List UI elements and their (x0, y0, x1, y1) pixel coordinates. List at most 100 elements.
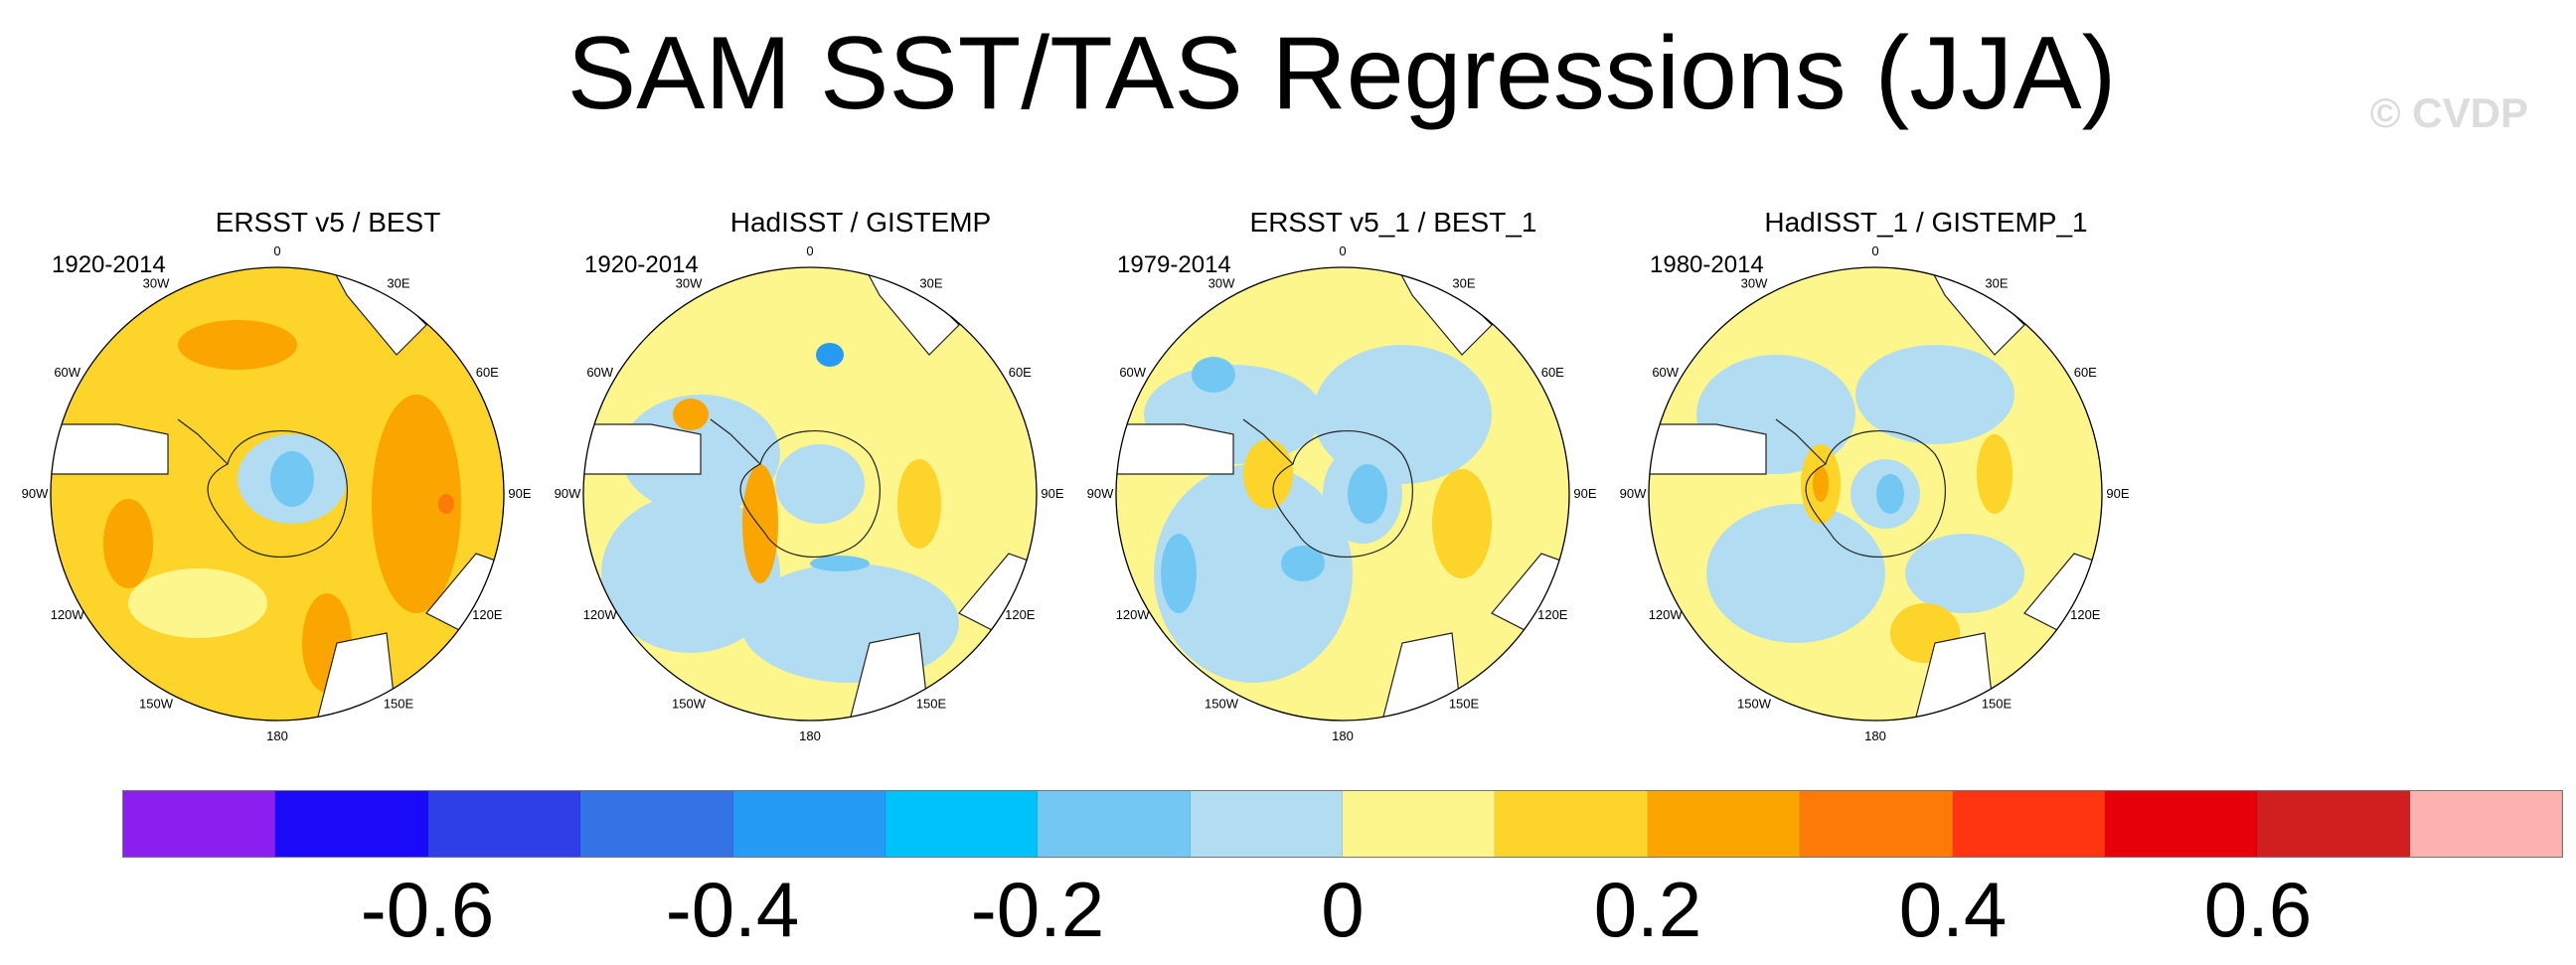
longitude-label: 0 (1871, 243, 1878, 258)
contour-region (1161, 534, 1197, 613)
contour-region (1192, 357, 1235, 393)
contour-region (1813, 466, 1829, 502)
longitude-label: 120W (583, 607, 618, 622)
longitude-label: 30E (1452, 276, 1475, 291)
longitude-label: 120W (1116, 607, 1151, 622)
land-mass (51, 423, 169, 475)
contour-region (1855, 345, 2014, 444)
longitude-label: 30W (1208, 276, 1235, 291)
longitude-label: 30W (1741, 276, 1768, 291)
longitude-label: 60E (476, 365, 499, 380)
contour-region (1706, 504, 1885, 643)
longitude-label: 0 (806, 243, 813, 258)
contour-region (103, 499, 153, 588)
colorbar-cell (1038, 791, 1191, 857)
longitude-label: 180 (266, 728, 288, 743)
colorbar-cell (1495, 791, 1648, 857)
map-border (50, 266, 505, 722)
longitude-label: 30E (919, 276, 942, 291)
polar-map: 0 30E 60E 90E 120E 150E 180 150W 120W 90W 60W 30W (1087, 243, 1597, 743)
longitude-label: 60W (1119, 365, 1146, 380)
colorbar-tick-label: 0.4 (1898, 866, 2008, 953)
colorbar-cell (2409, 791, 2562, 857)
panel-title: ERSST v5_1 / BEST_1 (1249, 207, 1537, 238)
longitude-label: 90E (2106, 486, 2129, 501)
land-mass (1116, 423, 1234, 475)
antarctica-coastline (739, 430, 881, 559)
longitude-label: 150W (672, 696, 707, 711)
longitude-label: 60E (1009, 365, 1032, 380)
longitude-label: 90E (508, 486, 531, 501)
contour-region (673, 399, 709, 430)
longitude-label: 180 (1864, 728, 1886, 743)
longitude-label: 150W (1205, 696, 1239, 711)
colorbar-cell (1800, 791, 1953, 857)
contour-region (1977, 434, 2012, 514)
colorbar-cell (427, 791, 581, 857)
longitude-label: 150W (139, 696, 174, 711)
longitude-label: 120W (51, 607, 85, 622)
contour-region (372, 395, 461, 613)
figure-title: SAM SST/TAS Regressions (JJA) (566, 16, 2117, 131)
longitude-label: 150E (916, 696, 947, 711)
colorbar-cell (1190, 791, 1343, 857)
longitude-label: 60W (586, 365, 613, 380)
colorbar-cell (732, 791, 886, 857)
longitude-label: 150E (1982, 696, 2012, 711)
longitude-label: 0 (273, 243, 280, 258)
colorbar-cell (2104, 791, 2258, 857)
colorbar-tick-label: 0.6 (2203, 866, 2313, 953)
polar-map: 0 30E 60E 90E 120E 150E 180 150W 120W 90W 60W 30W (1620, 243, 2130, 743)
colorbar-cell (1343, 791, 1496, 857)
longitude-label: 90E (1041, 486, 1063, 501)
map-border (582, 266, 1038, 722)
longitude-label: 150E (1449, 696, 1480, 711)
antarctica-coastline (207, 430, 348, 559)
colorbar (122, 790, 2563, 858)
longitude-label: 30E (387, 276, 409, 291)
contour-region (128, 568, 267, 638)
contour-region (270, 451, 314, 507)
contour-region (1905, 534, 2024, 613)
contour-region (438, 494, 454, 514)
colorbar-cell (275, 791, 428, 857)
contour-region (1281, 546, 1325, 581)
panel-title: ERSST v5 / BEST (215, 207, 441, 238)
panel-period: 1920-2014 (584, 251, 699, 278)
longitude-label: 30E (1985, 276, 2008, 291)
contour-region (816, 343, 844, 367)
contour-region (1154, 464, 1353, 683)
map-border (1648, 266, 2103, 722)
longitude-label: 30W (143, 276, 170, 291)
longitude-label: 120E (2070, 607, 2101, 622)
longitude-label: 150E (384, 696, 414, 711)
longitude-label: 150W (1737, 696, 1772, 711)
longitude-label: 120E (1537, 607, 1568, 622)
longitude-label: 120E (472, 607, 503, 622)
longitude-label: 180 (1332, 728, 1354, 743)
contour-region (1348, 464, 1387, 524)
cvdp-watermark: © CVDP (2369, 89, 2528, 136)
map-panel: HadISST / GISTEMP 1920-2014 0 30E 60E 90E 120E… (555, 199, 1109, 755)
longitude-label: 120E (1005, 607, 1036, 622)
longitude-label: 90W (22, 486, 49, 501)
colorbar-cell (2257, 791, 2410, 857)
longitude-label: 30W (676, 276, 703, 291)
colorbar-cell (123, 791, 276, 857)
contour-region (775, 444, 865, 524)
panel-period: 1920-2014 (52, 251, 166, 278)
contour-region (1432, 469, 1492, 578)
land-mass (1649, 423, 1767, 475)
contour-region (810, 556, 870, 571)
map-panel: ERSST v5_1 / BEST_1 1979-2014 0 30E 60E 90E 12… (1087, 199, 1642, 755)
map-border (1115, 266, 1570, 722)
colorbar-cell (1952, 791, 2105, 857)
longitude-label: 120W (1649, 607, 1684, 622)
longitude-label: 0 (1339, 243, 1346, 258)
longitude-label: 90W (1087, 486, 1114, 501)
contour-region (178, 320, 297, 370)
map-panel: HadISST_1 / GISTEMP_1 1980-2014 0 30E 60E 90E… (1620, 199, 2174, 755)
contour-region (897, 459, 941, 549)
antarctic-peninsula (177, 418, 229, 465)
contour-region (601, 494, 780, 653)
